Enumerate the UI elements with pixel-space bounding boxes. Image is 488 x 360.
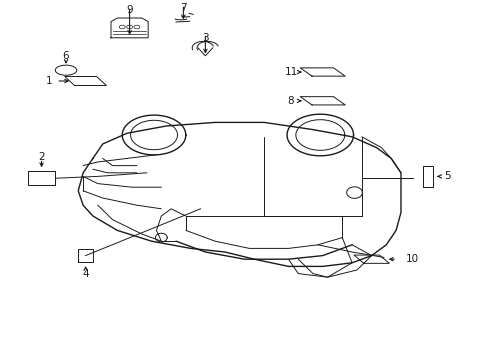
Text: 8: 8 [287, 96, 294, 106]
Text: 9: 9 [126, 5, 133, 15]
Text: 11: 11 [284, 67, 297, 77]
Text: 1: 1 [45, 76, 52, 86]
Text: 6: 6 [62, 51, 69, 61]
Text: 2: 2 [38, 152, 45, 162]
Text: 7: 7 [180, 3, 186, 13]
Text: 5: 5 [443, 171, 450, 181]
Text: 10: 10 [405, 254, 418, 264]
Text: 3: 3 [202, 33, 208, 43]
Text: 4: 4 [82, 269, 89, 279]
